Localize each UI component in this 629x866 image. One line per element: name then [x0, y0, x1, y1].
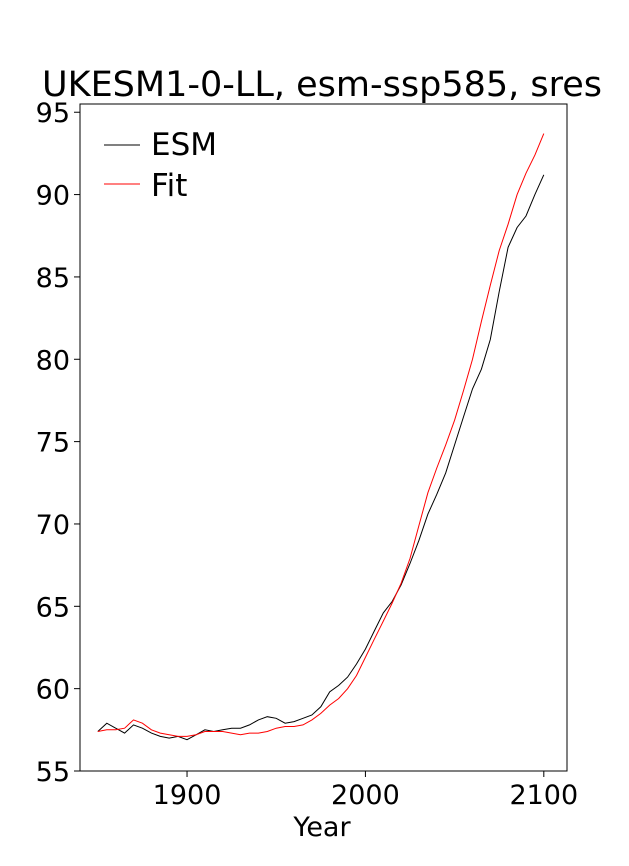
x-axis: 1900 2000 2100	[153, 771, 578, 811]
legend-label-esm: ESM	[151, 127, 217, 163]
x-tick-label: 2100	[509, 780, 578, 811]
x-tick-label: 1900	[153, 780, 222, 811]
x-axis-label: Year	[292, 812, 351, 843]
x-tick-label: 2000	[331, 780, 400, 811]
plot-area	[79, 103, 568, 772]
y-tick-label: 60	[36, 675, 70, 706]
y-tick-label: 70	[36, 510, 70, 541]
y-tick-label: 55	[36, 757, 70, 788]
y-tick-label: 90	[36, 181, 70, 212]
y-tick-label: 75	[36, 428, 70, 459]
legend-label-fit: Fit	[151, 168, 187, 204]
series-line-fit	[97, 133, 545, 737]
y-tick-label: 65	[36, 592, 70, 623]
y-tick-label: 85	[36, 263, 70, 294]
y-tick-label: 95	[36, 98, 70, 129]
y-axis: 55 60 65 70 75 80 85 90 95	[36, 98, 80, 788]
legend: ESM Fit	[104, 127, 217, 204]
chart-title: UKESM1-0-LL, esm-ssp585, sres	[42, 65, 602, 105]
y-tick-label: 80	[36, 345, 70, 376]
plot-frame	[79, 103, 568, 772]
series-line-esm	[97, 174, 545, 741]
